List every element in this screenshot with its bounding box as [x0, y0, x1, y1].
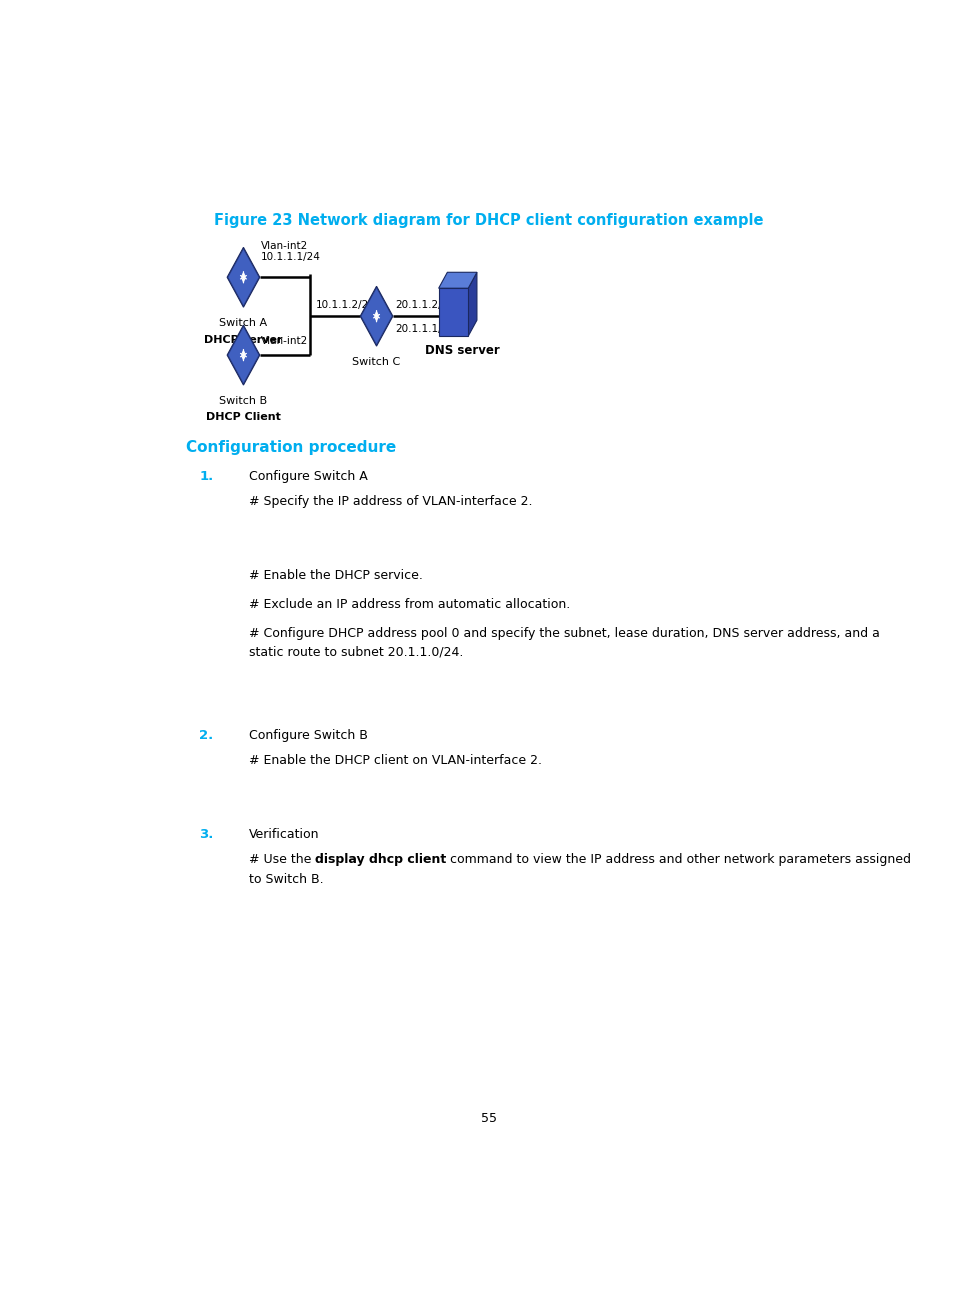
Text: to Switch B.: to Switch B. [249, 872, 323, 885]
Text: # Use the: # Use the [249, 853, 314, 866]
Polygon shape [228, 328, 258, 382]
Text: # Configure DHCP address pool 0 and specify the subnet, lease duration, DNS serv: # Configure DHCP address pool 0 and spec… [249, 627, 879, 658]
Polygon shape [468, 272, 476, 336]
Text: # Specify the IP address of VLAN-interface 2.: # Specify the IP address of VLAN-interfa… [249, 495, 532, 508]
Text: 20.1.1.1/24: 20.1.1.1/24 [395, 324, 455, 334]
Text: command to view the IP address and other network parameters assigned: command to view the IP address and other… [446, 853, 910, 866]
Text: 3.: 3. [199, 828, 213, 841]
Polygon shape [361, 289, 391, 343]
Text: Vlan-int2
10.1.1.1/24: Vlan-int2 10.1.1.1/24 [261, 241, 321, 262]
Text: 10.1.1.2/24: 10.1.1.2/24 [315, 301, 375, 310]
Text: Configuration procedure: Configuration procedure [186, 439, 395, 455]
Polygon shape [227, 325, 259, 385]
Text: 55: 55 [480, 1112, 497, 1125]
Text: # Enable the DHCP service.: # Enable the DHCP service. [249, 569, 422, 582]
Text: display dhcp client: display dhcp client [314, 853, 446, 866]
Text: Switch C: Switch C [352, 356, 400, 367]
Text: 20.1.1.2/24: 20.1.1.2/24 [395, 301, 455, 310]
Text: Switch B: Switch B [219, 395, 267, 406]
Text: DHCP Client: DHCP Client [206, 412, 280, 422]
Polygon shape [228, 250, 258, 305]
Text: Configure Switch A: Configure Switch A [249, 470, 367, 483]
Text: 2.: 2. [199, 728, 213, 741]
Polygon shape [360, 286, 393, 346]
Polygon shape [227, 248, 259, 307]
Text: Vlan-int2: Vlan-int2 [261, 336, 308, 346]
Text: Switch A: Switch A [219, 318, 267, 328]
Polygon shape [438, 288, 468, 336]
Text: Configure Switch B: Configure Switch B [249, 728, 367, 741]
Text: # Exclude an IP address from automatic allocation.: # Exclude an IP address from automatic a… [249, 599, 569, 612]
Polygon shape [438, 272, 476, 288]
Text: Verification: Verification [249, 828, 319, 841]
Text: 1.: 1. [199, 470, 213, 483]
Text: Figure 23 Network diagram for DHCP client configuration example: Figure 23 Network diagram for DHCP clien… [214, 214, 762, 228]
Text: # Enable the DHCP client on VLAN-interface 2.: # Enable the DHCP client on VLAN-interfa… [249, 754, 541, 767]
Text: DHCP server: DHCP server [204, 334, 282, 345]
Text: DNS server: DNS server [424, 345, 499, 358]
